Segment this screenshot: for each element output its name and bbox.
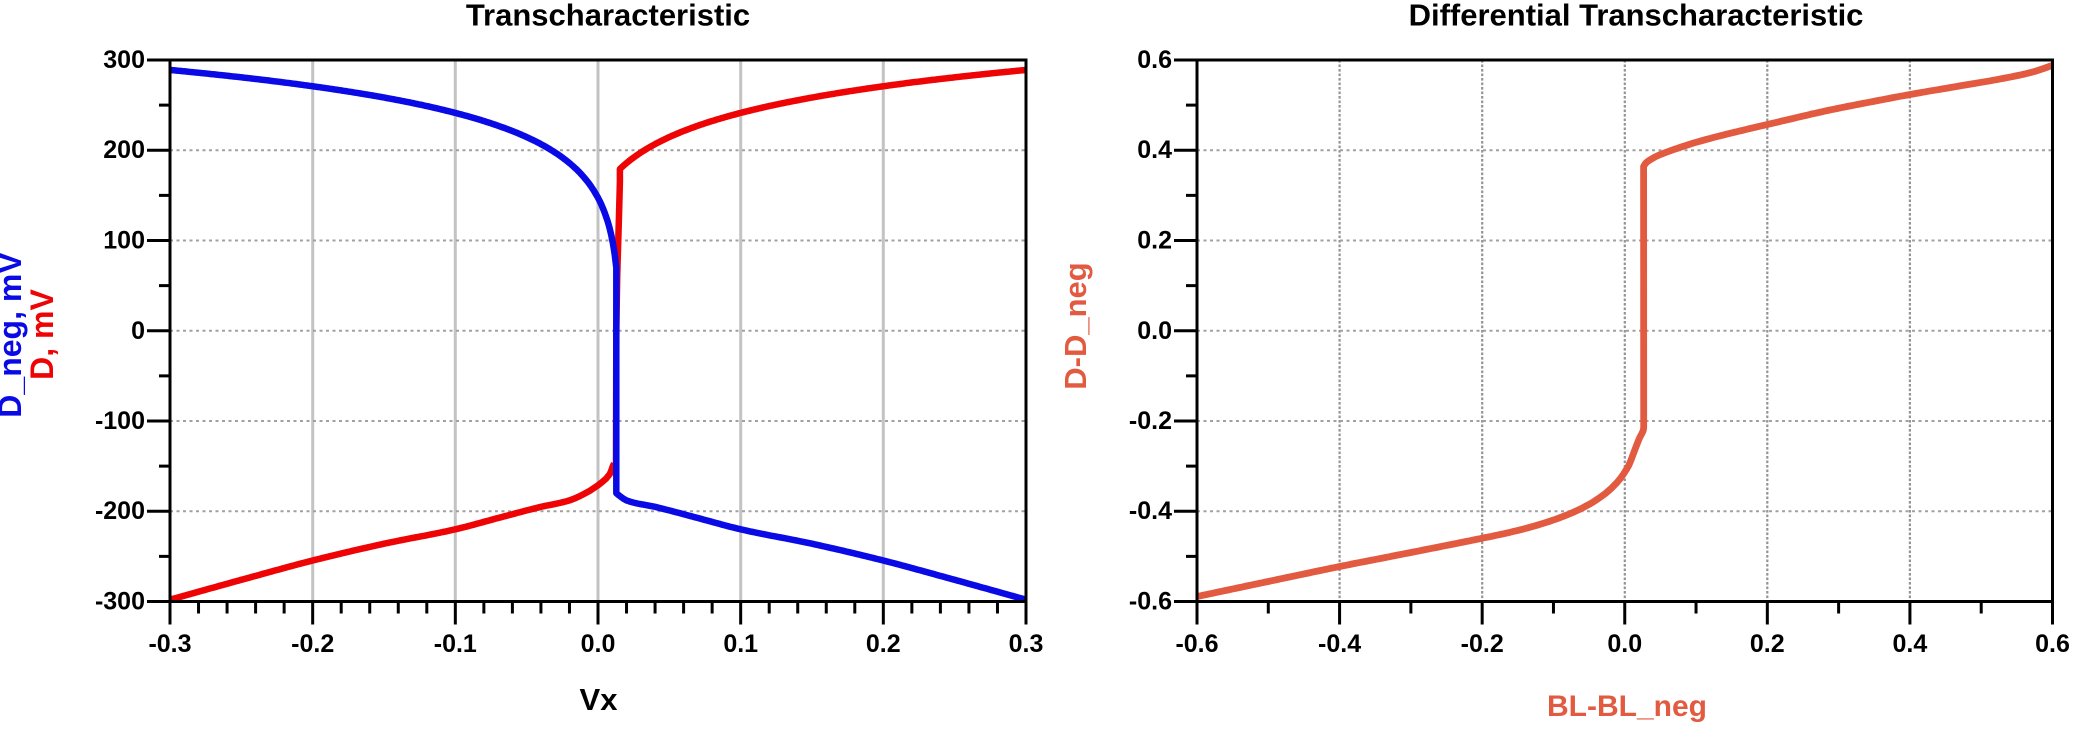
svg-text:0.3: 0.3 [1009, 630, 1044, 658]
svg-text:BL-BL_neg: BL-BL_neg [1547, 690, 1707, 723]
svg-text:-0.2: -0.2 [1461, 630, 1504, 658]
svg-text:0.1: 0.1 [723, 630, 758, 658]
svg-text:-0.6: -0.6 [1129, 588, 1172, 616]
svg-text:0.4: 0.4 [1137, 136, 1172, 164]
svg-text:-0.4: -0.4 [1318, 630, 1361, 658]
svg-text:D, mV: D, mV [24, 289, 60, 380]
svg-text:100: 100 [103, 227, 145, 255]
svg-text:-0.1: -0.1 [434, 630, 477, 658]
svg-text:0.0: 0.0 [581, 630, 616, 658]
svg-text:Vx: Vx [580, 682, 619, 717]
svg-text:0: 0 [131, 317, 145, 345]
svg-text:300: 300 [103, 46, 145, 74]
svg-text:0.0: 0.0 [1607, 630, 1642, 658]
svg-text:0.2: 0.2 [866, 630, 901, 658]
svg-text:0.0: 0.0 [1137, 317, 1172, 345]
svg-text:Transcharacteristic: Transcharacteristic [466, 0, 750, 33]
svg-text:-0.3: -0.3 [148, 630, 191, 658]
svg-text:0.2: 0.2 [1137, 227, 1172, 255]
svg-text:0.6: 0.6 [2035, 630, 2070, 658]
svg-text:-300: -300 [95, 588, 145, 616]
svg-text:0.6: 0.6 [1137, 46, 1172, 74]
svg-text:0.4: 0.4 [1893, 630, 1928, 658]
svg-text:-100: -100 [95, 407, 145, 435]
svg-text:Differential Transcharacterist: Differential Transcharacteristic [1409, 0, 1864, 33]
svg-text:-0.6: -0.6 [1175, 630, 1218, 658]
svg-text:D_neg, mV: D_neg, mV [0, 252, 28, 418]
svg-text:-0.2: -0.2 [291, 630, 334, 658]
svg-text:200: 200 [103, 136, 145, 164]
svg-text:0.2: 0.2 [1750, 630, 1785, 658]
svg-text:-0.2: -0.2 [1129, 407, 1172, 435]
svg-text:-0.4: -0.4 [1129, 497, 1172, 525]
svg-text:-200: -200 [95, 497, 145, 525]
svg-text:D-D_neg: D-D_neg [1058, 262, 1093, 389]
